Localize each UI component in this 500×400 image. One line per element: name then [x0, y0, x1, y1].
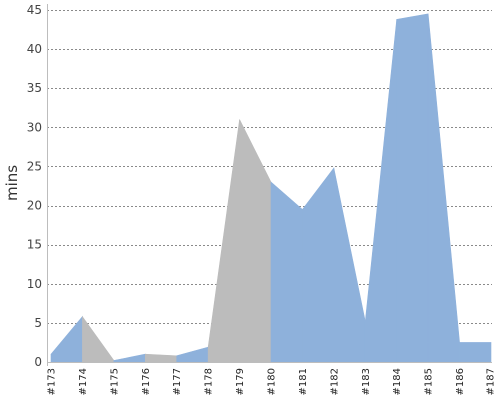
area-segment-179-180 [239, 119, 272, 363]
area-segment-184-185 [396, 13, 429, 363]
x-tick-label-183: #183 [361, 368, 372, 395]
x-tick-label-185: #185 [424, 368, 435, 395]
x-tick-label-177: #177 [172, 368, 183, 395]
x-tick-label-184: #184 [392, 368, 403, 395]
y-axis-label: mins [3, 165, 21, 201]
y-tick-labels: 0 5 10 15 20 25 30 35 40 45 [27, 3, 42, 369]
x-tick-label-178: #178 [204, 368, 215, 395]
x-tick-label-173: #173 [47, 368, 58, 395]
y-tick-label-10: 10 [27, 277, 42, 291]
area-segment-186-187 [459, 342, 492, 363]
x-tick-label-175: #175 [109, 368, 120, 395]
y-tick-label-40: 40 [27, 42, 42, 56]
area-segment-177-178 [176, 346, 209, 363]
x-tick-label-187: #187 [486, 368, 497, 395]
x-tick-label-176: #176 [141, 368, 152, 395]
area-segment-183-184 [364, 19, 398, 363]
y-tick-label-20: 20 [27, 199, 42, 213]
area-segment-185-186 [427, 13, 460, 363]
area-segment-175-176 [113, 353, 146, 363]
y-tick-label-30: 30 [27, 120, 42, 134]
x-tick-label-174: #174 [78, 368, 89, 395]
area-series [50, 13, 492, 363]
y-tick-label-15: 15 [27, 238, 42, 252]
axes [47, 4, 492, 366]
y-tick-label-35: 35 [27, 81, 42, 95]
area-segment-176-177 [144, 353, 178, 363]
area-segment-180-181 [270, 181, 303, 363]
x-tick-labels: #173 #174 #175 #176 #177 #178 #179 #180 #181 #182… [47, 368, 497, 395]
x-tick-label-181: #181 [298, 368, 309, 395]
y-tick-label-45: 45 [27, 3, 42, 17]
x-tick-label-180: #180 [267, 368, 278, 395]
x-tick-label-179: #179 [235, 368, 246, 395]
area-segment-174-175 [82, 315, 115, 363]
x-tick-label-186: #186 [455, 368, 466, 395]
y-tick-label-5: 5 [34, 316, 42, 330]
x-tick-label-182: #182 [329, 368, 340, 395]
y-tick-label-0: 0 [34, 355, 42, 369]
area-segment-181-182 [302, 167, 335, 363]
area-segment-178-179 [207, 119, 240, 363]
y-tick-label-25: 25 [27, 159, 42, 173]
area-segment-182-183 [333, 167, 366, 363]
